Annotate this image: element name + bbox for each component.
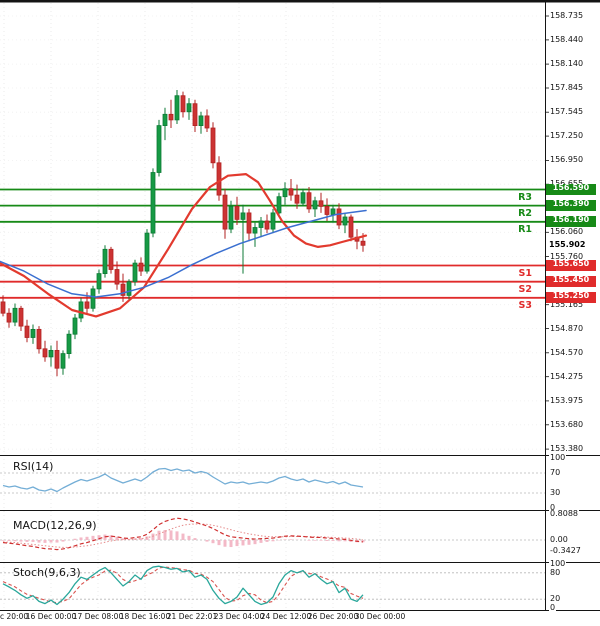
indicator-axis-label: 0 [549,603,557,612]
moving-averages-layer [0,173,368,318]
indicator-axis-label: 80 [549,567,562,577]
support-price-badge: 155.650 [546,260,596,271]
resistance-price-badge: 156.190 [546,216,596,228]
grid-layer [0,3,545,610]
date-axis-label: 16 Dec 00:00 [25,612,77,621]
date-axis-label: 30 Dec 00:00 [354,612,406,621]
price-axis-label: 155.165 [549,299,585,309]
levels-layer [0,188,545,299]
date-axis-label: 17 Dec 08:00 [72,612,124,621]
indicator-axis-label: 0.00 [549,535,569,544]
stoch-layer [0,565,545,606]
support-level-label: S3 [518,299,532,311]
resistance-price-badge: 156.590 [546,184,596,195]
resistance-price-badge: 156.390 [546,200,596,212]
price-axis-label: 156.950 [549,155,585,165]
macd-layer [0,517,545,551]
stoch-indicator-label: Stoch(9,6,3) [13,566,81,579]
current-price-label: 155.902 [548,240,587,250]
rsi-layer [0,467,545,494]
indicator-axis-label: 100 [549,559,567,568]
price-axis-label: 158.140 [549,59,585,69]
macd-indicator-label: MACD(12,26,9) [13,519,97,532]
price-axis-label: 153.380 [549,444,585,454]
price-axis-label: 156.060 [549,227,585,237]
price-axis-label: 157.250 [549,131,585,141]
date-axis-label: 23 Dec 04:00 [213,612,265,621]
resistance-level-label: R2 [518,207,532,219]
resistance-level-label: R3 [518,191,532,203]
price-axis-label: 154.870 [549,323,585,333]
support-level-label: S2 [518,283,532,295]
date-axis-label: 21 Dec 22:01 [166,612,218,621]
indicator-axis-label: 30 [549,488,562,497]
indicator-axis-label: 0.8088 [549,509,579,519]
candles-layer [0,90,366,377]
price-axis-label: 158.440 [549,34,585,44]
rsi-indicator-label: RSI(14) [13,460,54,473]
indicator-axis-label: 20 [549,594,562,604]
date-axis-label: 24 Dec 12:00 [260,612,312,621]
resistance-level-label: R1 [518,223,532,235]
price-axis-label: 158.735 [549,11,585,20]
axis-layer [0,0,600,611]
date-axis-label: 26 Dec 20:00 [307,612,359,621]
support-price-badge: 155.450 [546,276,596,288]
date-axis-label: 18 Dec 16:00 [119,612,171,621]
price-axis-label: 157.545 [549,107,585,117]
date-axis-label: c 20:00 [0,612,29,621]
indicator-axis-label: 100 [549,453,567,462]
price-axis-label: 154.570 [549,347,585,357]
price-axis-label: 157.845 [549,83,585,92]
indicator-axis-label: 0 [549,503,557,512]
support-level-label: S1 [518,267,532,279]
price-axis-label: 153.680 [549,419,585,429]
indicator-axis-label: 70 [549,468,562,477]
price-axis-label: 154.275 [549,371,585,381]
price-axis-label: 155.760 [549,251,585,261]
support-price-badge: 155.250 [546,292,596,304]
price-axis-label: 153.975 [549,395,585,405]
indicator-axis-label: -0.3427 [549,545,582,555]
